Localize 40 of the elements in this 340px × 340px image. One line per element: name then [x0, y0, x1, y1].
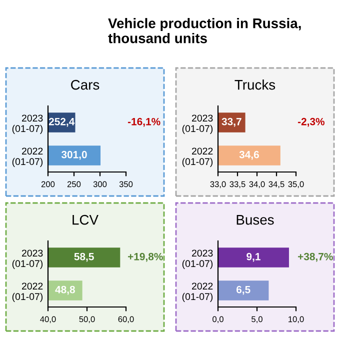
x-tick-label: 33,0	[210, 181, 226, 188]
x-tick-label: 60,0	[118, 316, 134, 324]
x-tick-label: 50,0	[79, 316, 95, 324]
data-label: 33,7	[222, 118, 242, 127]
text: Vehicle production in Russia, thousand units	[108, 18, 301, 44]
y-tick-label: 2022 (01-07)	[12, 148, 43, 167]
x-tick-label: 35,0	[288, 181, 304, 188]
x-tick-label: 250	[67, 181, 81, 188]
text: -2,3%	[298, 118, 324, 127]
chart-title: LCV	[72, 214, 98, 225]
text: +38,7%	[298, 252, 333, 262]
chart-title: Trucks	[234, 80, 276, 90]
y-tick-label: 2022 (01-07)	[12, 282, 43, 302]
y-tick-label: 2022 (01-07)	[182, 148, 213, 167]
y-tick-label: 2023 (01-07)	[12, 114, 43, 134]
y-tick-label: 2023 (01-07)	[182, 114, 213, 134]
x-tick-label: 34,0	[249, 181, 265, 188]
x-tick-label: 0,0	[212, 316, 224, 324]
data-label: 58,5	[74, 252, 94, 262]
x-tick-label: 40,0	[40, 316, 56, 324]
x-tick-label: 34,5	[268, 181, 284, 188]
x-tick-label: 200	[41, 181, 55, 188]
chart-title: Buses	[236, 215, 274, 225]
x-tick-label: 350	[119, 181, 133, 188]
data-label: 48,8	[55, 286, 75, 295]
data-label: 252,4	[48, 118, 75, 127]
x-tick-label: 10,0	[288, 316, 304, 324]
y-tick-label: 2023 (01-07)	[182, 250, 213, 269]
data-label: 301,0	[61, 150, 87, 160]
data-label: 6,5	[236, 286, 250, 295]
data-label: 34,6	[239, 150, 259, 160]
text: -16,1%	[128, 118, 160, 127]
x-tick-label: 5,0	[252, 316, 262, 324]
x-tick-label: 33,5	[230, 181, 246, 188]
x-tick-label: 300	[93, 181, 107, 188]
y-tick-label: 2022 (01-07)	[182, 282, 213, 302]
data-label: 9,1	[246, 252, 260, 262]
y-tick-label: 2023 (01-07)	[12, 250, 43, 269]
text: +19,8%	[128, 252, 163, 262]
chart-title: Cars	[71, 80, 100, 90]
